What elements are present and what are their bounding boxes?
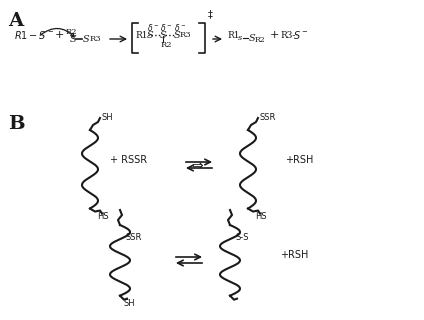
- Text: +: +: [55, 30, 64, 40]
- Text: $\delta^-$: $\delta^-$: [174, 21, 187, 33]
- Text: S: S: [174, 30, 181, 39]
- Text: +RSH: +RSH: [280, 250, 308, 260]
- Text: SH: SH: [123, 299, 135, 308]
- Text: $‡$: $‡$: [207, 8, 214, 21]
- Text: $S^-$: $S^-$: [293, 29, 308, 41]
- Text: HS: HS: [97, 212, 109, 221]
- Text: $R1-S^-$: $R1-S^-$: [14, 29, 54, 41]
- Text: +RSH: +RSH: [285, 155, 313, 165]
- Text: S: S: [249, 34, 256, 43]
- Text: R3: R3: [90, 35, 102, 43]
- Text: B: B: [8, 115, 25, 133]
- Text: R1-: R1-: [135, 30, 151, 39]
- FancyArrowPatch shape: [40, 28, 74, 37]
- Text: s: s: [238, 34, 242, 42]
- Text: R3-: R3-: [280, 30, 296, 39]
- Text: SSR: SSR: [259, 113, 275, 122]
- Text: R3: R3: [180, 31, 192, 39]
- Text: A: A: [8, 12, 23, 30]
- Text: SSR: SSR: [125, 233, 141, 242]
- Text: R2: R2: [255, 36, 265, 44]
- Text: +: +: [270, 30, 279, 40]
- Text: HS: HS: [255, 212, 267, 221]
- Text: S: S: [160, 30, 167, 39]
- Text: SH: SH: [101, 113, 113, 122]
- Text: S: S: [83, 35, 89, 44]
- Text: $\delta^-$: $\delta^-$: [160, 21, 173, 33]
- Text: S: S: [147, 30, 153, 39]
- Text: S-S: S-S: [235, 233, 248, 242]
- Text: S: S: [70, 35, 76, 44]
- Text: + RSSR: + RSSR: [110, 155, 147, 165]
- Text: R1: R1: [227, 30, 240, 39]
- Text: R2: R2: [66, 28, 78, 36]
- Text: R2: R2: [161, 41, 173, 49]
- Text: $\Rightarrow$: $\Rightarrow$: [189, 158, 205, 172]
- Text: $\delta^-$: $\delta^-$: [147, 21, 159, 33]
